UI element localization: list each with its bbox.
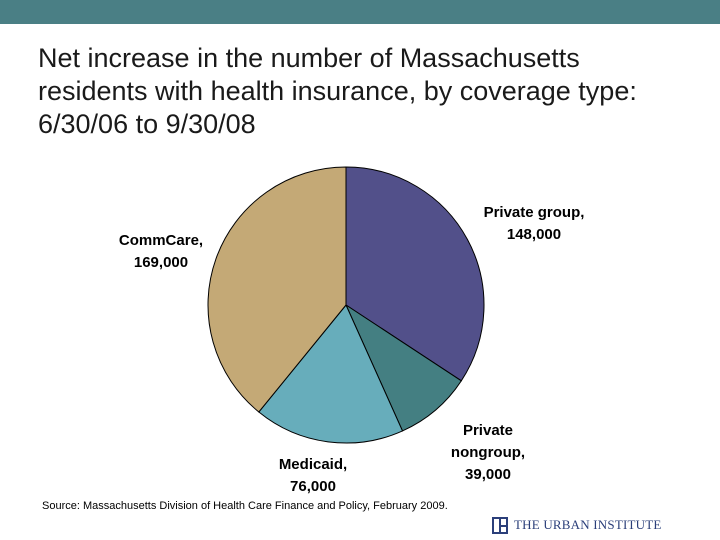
slice-label-line: 169,000	[133, 254, 189, 271]
urban-institute-logo: THE URBAN INSTITUTE	[492, 516, 662, 534]
slice-label-line: Medicaid,	[278, 456, 348, 473]
slice-label-line: CommCare,	[118, 232, 204, 249]
slice-label-line: 148,000	[506, 226, 562, 243]
slice-label-line: Private	[462, 422, 514, 439]
pie-slice-commcare	[207, 166, 347, 413]
title-line-2: residents with health insurance, by cove…	[38, 76, 637, 106]
slice-label-private-nongroup: Private nongroup, 39,000	[430, 420, 546, 486]
pie-slice-medicaid	[258, 304, 404, 444]
title-line-1: Net increase in the number of Massachuse…	[38, 43, 580, 73]
slice-label-medicaid: Medicaid, 76,000	[258, 454, 368, 498]
title-line-3: 6/30/06 to 9/30/08	[38, 109, 256, 139]
urban-institute-logo-icon	[492, 516, 508, 534]
source-note: Source: Massachusetts Division of Health…	[42, 500, 448, 512]
slice-label-line: 39,000	[465, 466, 511, 483]
slice-label-commcare: CommCare, 169,000	[104, 230, 218, 274]
logo-text: THE URBAN INSTITUTE	[514, 517, 662, 532]
slice-label-line: 76,000	[290, 478, 336, 495]
slice-label-line: Private group,	[483, 204, 585, 221]
slice-label-line: nongroup,	[450, 444, 526, 461]
slice-label-private-group: Private group, 148,000	[462, 202, 606, 246]
top-accent-bar	[0, 0, 720, 24]
slide-title: Net increase in the number of Massachuse…	[38, 42, 698, 141]
